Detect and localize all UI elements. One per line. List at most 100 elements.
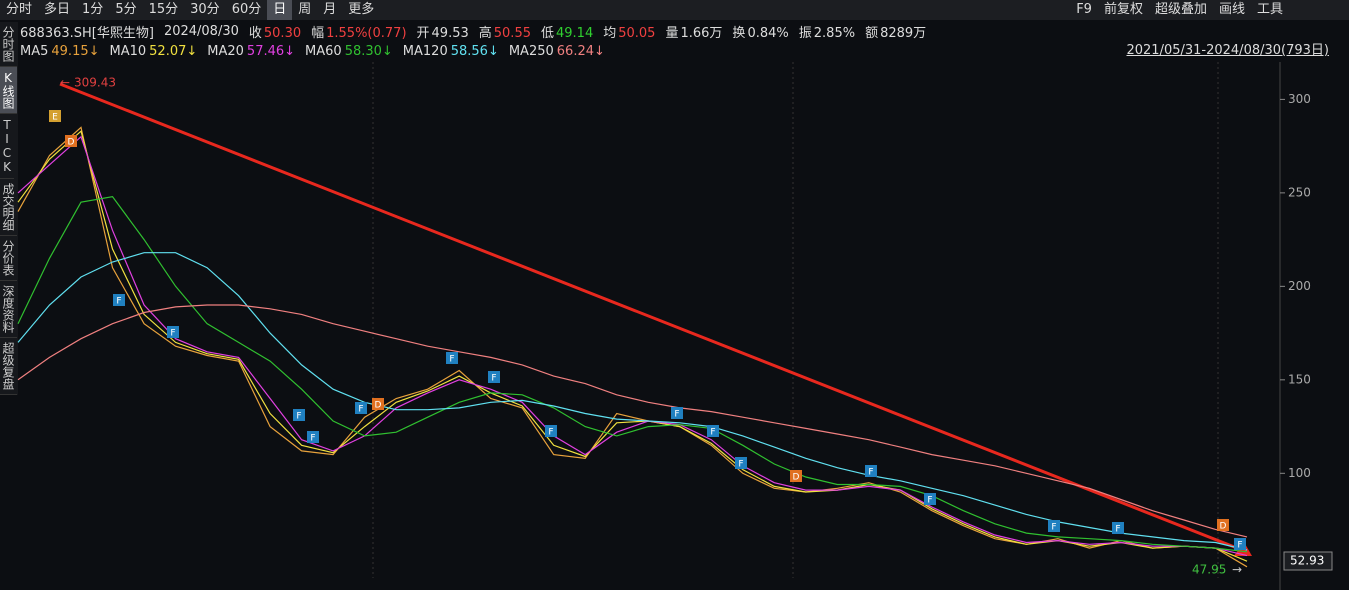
signal-marker <box>1048 520 1060 532</box>
side-tab[interactable]: 成交明细 <box>0 179 17 236</box>
period-tab[interactable]: 15分 <box>148 2 179 17</box>
period-tab[interactable]: 1分 <box>82 2 104 17</box>
signal-marker <box>1112 522 1124 534</box>
info-value: 50.05 <box>618 25 656 41</box>
tool-button[interactable]: F9 <box>1076 2 1092 17</box>
signal-label: F <box>491 374 496 384</box>
signal-label: F <box>1237 541 1242 551</box>
signal-marker <box>735 457 747 469</box>
info-label: 低 <box>540 25 554 41</box>
period-tab[interactable]: 日 <box>267 0 293 20</box>
signal-marker <box>446 352 458 364</box>
side-tab[interactable]: K线图 <box>0 67 17 114</box>
info-bar: 688363.SH[华熙生物] 2024/08/30 收 50.30 幅 1.55%(… <box>20 21 936 41</box>
info-value: 8289万 <box>880 25 927 41</box>
info-label: 高 <box>478 25 492 41</box>
info-value: 0.84% <box>747 25 789 41</box>
ma-line <box>17 126 1248 568</box>
toolbar: F9 前复权 超级叠加 画线 工具 分时 多日 1分 5分 15分 30分 60分日周月更多 <box>0 0 1349 20</box>
period-tab[interactable]: 更多 <box>348 2 375 17</box>
side-tab[interactable]: 分时图 <box>0 22 17 67</box>
y-tick-label: 300 <box>1288 92 1311 106</box>
signal-label: F <box>1115 525 1120 535</box>
period-tab[interactable]: 60分 <box>231 2 262 17</box>
signal-label: F <box>449 355 454 365</box>
tool-button[interactable]: 工具 <box>1256 2 1283 17</box>
signal-label: E <box>52 113 58 123</box>
chart: ← 309.43 47.95 → 52.93 100 150 200 250 300 E D… <box>17 62 1333 590</box>
signal-label: F <box>170 329 175 339</box>
period-tab[interactable]: 多日 <box>44 2 71 17</box>
info-field: 换 0.84% <box>732 22 788 41</box>
legend-value: 58.30↓ <box>344 43 393 59</box>
signal-marker <box>1234 538 1246 550</box>
y-tick-label: 250 <box>1288 185 1311 199</box>
side-tab[interactable]: 深度资料 <box>0 281 17 338</box>
info-label: 均 <box>603 25 617 41</box>
signal-label: F <box>738 460 743 470</box>
signal-marker <box>372 398 384 410</box>
tool-button[interactable]: 超级叠加 <box>1154 2 1207 17</box>
low-label: 47.95 <box>1192 563 1226 577</box>
period-tab[interactable]: 分时 <box>6 2 33 17</box>
info-label: 换 <box>732 25 746 41</box>
signal-marker <box>671 407 683 419</box>
signal-marker <box>865 465 877 477</box>
side-tab[interactable]: 超级复盘 <box>0 338 17 395</box>
signal-label: D <box>68 138 75 148</box>
tool-button[interactable]: 画线 <box>1218 2 1245 17</box>
signal-label: F <box>927 496 932 506</box>
high-label: 309.43 <box>74 76 116 90</box>
side-tabs: 分时图 K线图 TICK 成交明细 分价表 深度资料 超级复盘 <box>0 22 18 395</box>
signal-label: F <box>1051 523 1056 533</box>
info-label: 开 <box>416 25 430 41</box>
ma-line <box>17 252 1248 551</box>
info-value: 2.85% <box>813 25 856 41</box>
y-tick-label: 100 <box>1288 466 1311 480</box>
arrow-icon: ← <box>60 76 70 90</box>
info-value: 50.30 <box>263 25 302 41</box>
signal-label: F <box>868 468 873 478</box>
legend-name: MA120 <box>402 43 448 59</box>
legend-name: MA10 <box>109 43 147 59</box>
stock-code: 688363.SH[华熙生物] <box>20 25 154 41</box>
signal-marker <box>293 409 305 421</box>
period-tab[interactable]: 30分 <box>190 2 220 17</box>
signal-label: F <box>358 405 363 415</box>
legend-item: MA250 66.24↓ <box>509 44 605 59</box>
info-label: 收 <box>248 25 262 41</box>
signal-marker <box>307 431 319 443</box>
legend-value: 58.56↓ <box>450 43 499 59</box>
signal-marker <box>790 470 802 482</box>
signal-marker <box>49 110 61 122</box>
last-price-box <box>1283 551 1333 571</box>
ma-legend: MA5 49.15↓ MA10 52.07↓ MA20 57.46↓ MA60 58.30↓ M… <box>20 41 615 61</box>
ma-line <box>17 304 1248 538</box>
tools: F9 前复权 超级叠加 画线 工具 <box>1070 0 1289 20</box>
signal-label: F <box>710 428 715 438</box>
period-tab[interactable]: 5分 <box>115 2 137 17</box>
signal-label: F <box>548 428 553 438</box>
ma-line <box>17 135 1248 557</box>
info-field: 均 50.05 <box>603 22 655 41</box>
side-tab[interactable]: 分价表 <box>0 236 17 281</box>
legend-name: MA5 <box>20 43 49 59</box>
legend-item: MA10 52.07↓ <box>110 44 198 59</box>
y-tick-label: 150 <box>1288 372 1311 386</box>
info-value: 49.53 <box>431 25 469 41</box>
side-tab[interactable]: TICK <box>0 114 14 179</box>
legend-item: MA120 58.56↓ <box>403 44 499 59</box>
y-tick-label: 200 <box>1288 279 1311 293</box>
info-value: 1.66万 <box>680 25 723 41</box>
period-tab[interactable]: 月 <box>323 2 337 17</box>
tool-button[interactable]: 前复权 <box>1103 2 1143 17</box>
signal-marker <box>545 425 557 437</box>
signal-label: F <box>296 412 301 422</box>
info-field: 低 49.14 <box>541 22 593 41</box>
info-label: 幅 <box>311 25 325 41</box>
period-tab[interactable]: 周 <box>298 2 312 17</box>
signal-label: F <box>674 410 679 420</box>
info-field: 振 2.85% <box>799 22 855 41</box>
signal-marker <box>65 135 77 147</box>
info-field: 量 1.66万 <box>665 22 722 41</box>
